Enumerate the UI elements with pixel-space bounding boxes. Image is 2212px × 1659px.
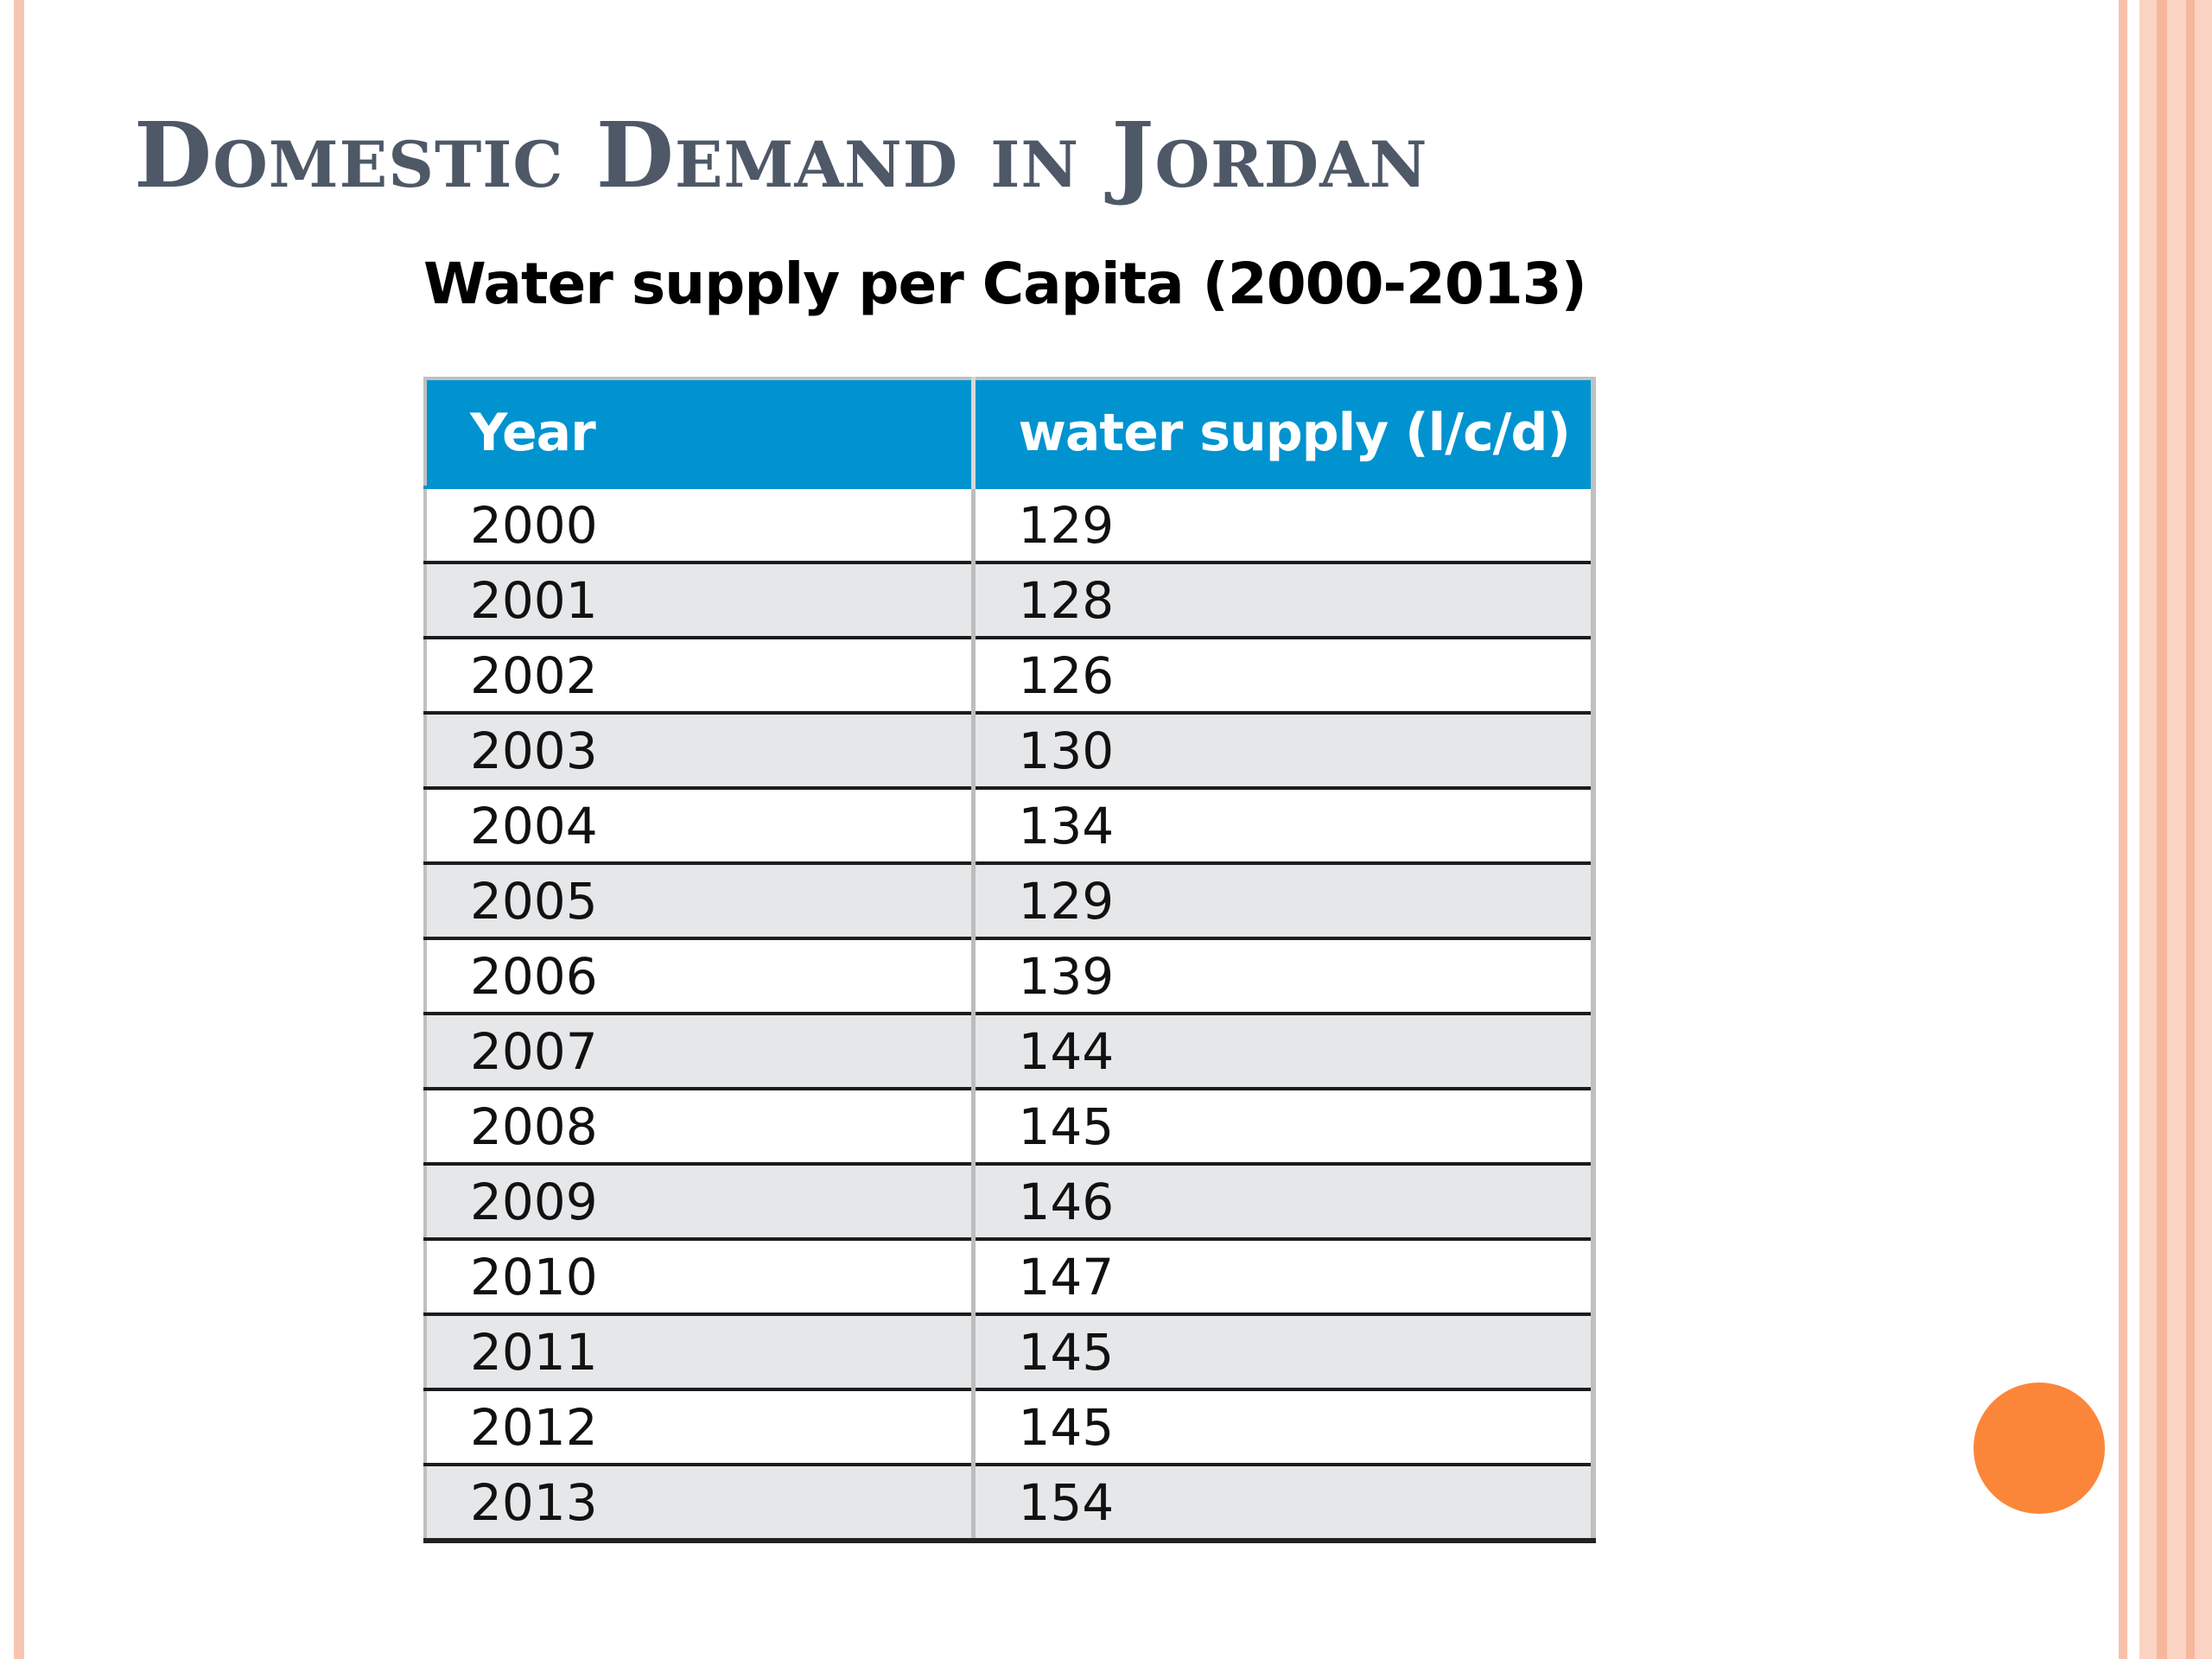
water-supply-table: Year water supply (l/c/d) 2000 129 2001 … [423,377,1596,1543]
cell-water-supply: 139 [970,937,1593,1014]
cell-water-supply: 146 [970,1162,1593,1239]
table-caption: Water supply per Capita (2000-2013) [423,251,1587,317]
table-row: 2006 139 [425,937,1593,1014]
cell-year: 2012 [425,1388,973,1465]
table-row: 2010 147 [425,1237,1593,1314]
cell-year: 2013 [425,1463,973,1541]
cell-year: 2006 [425,937,973,1014]
cell-water-supply: 130 [970,711,1593,788]
table-row: 2001 128 [425,561,1593,638]
header-water-supply: water supply (l/c/d) [970,377,1593,487]
cell-water-supply: 134 [970,786,1593,863]
cell-water-supply: 144 [970,1012,1593,1089]
table-row: 2004 134 [425,786,1593,863]
cell-water-supply: 145 [970,1388,1593,1465]
cell-year: 2008 [425,1087,973,1164]
cell-year: 2004 [425,786,973,863]
cell-year: 2010 [425,1237,973,1314]
table-row: 2012 145 [425,1388,1593,1465]
cell-water-supply: 154 [970,1463,1593,1541]
cell-water-supply: 128 [970,561,1593,638]
cell-water-supply: 147 [970,1237,1593,1314]
cell-year: 2007 [425,1012,973,1089]
table-row: 2000 129 [425,486,1593,563]
cell-year: 2009 [425,1162,973,1239]
orange-circle-icon [1974,1382,2105,1514]
cell-year: 2005 [425,861,973,938]
slide-border-left [14,0,24,1659]
table-row: 2011 145 [425,1313,1593,1389]
slide-border-right-band [2139,0,2212,1659]
table-row: 2002 126 [425,636,1593,713]
slide-border-right-line-2 [2157,0,2167,1659]
cell-year: 2003 [425,711,973,788]
table-row: 2013 154 [425,1463,1593,1541]
cell-water-supply: 145 [970,1087,1593,1164]
cell-year: 2000 [425,486,973,563]
slide-border-right-line-3 [2186,0,2195,1659]
table-row: 2005 129 [425,861,1593,938]
cell-year: 2002 [425,636,973,713]
header-year: Year [425,377,973,487]
cell-year: 2011 [425,1313,973,1389]
cell-water-supply: 126 [970,636,1593,713]
table-header-row: Year water supply (l/c/d) [425,377,1593,487]
cell-year: 2001 [425,561,973,638]
slide-title: Domestic Demand in Jordan [134,102,1428,208]
table-row: 2008 145 [425,1087,1593,1164]
table-row: 2009 146 [425,1162,1593,1239]
slide-border-right-line-1 [2119,0,2127,1659]
table-row: 2003 130 [425,711,1593,788]
cell-water-supply: 145 [970,1313,1593,1389]
cell-water-supply: 129 [970,861,1593,938]
table-row: 2007 144 [425,1012,1593,1089]
cell-water-supply: 129 [970,486,1593,563]
